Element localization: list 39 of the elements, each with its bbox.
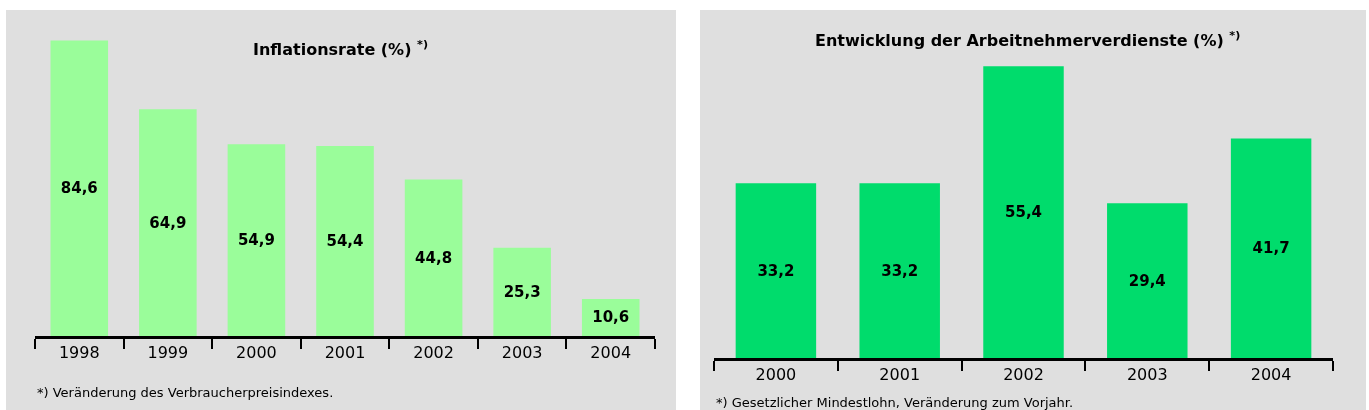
bar	[735, 183, 817, 358]
x-tick-label: 2004	[1250, 365, 1292, 385]
bar	[983, 66, 1064, 358]
data-label: 44,8	[415, 248, 453, 267]
bar	[139, 109, 197, 336]
data-label: 25,3	[503, 282, 541, 301]
x-tick-label: 2000	[236, 343, 277, 363]
x-tick-label: 2001	[324, 343, 366, 363]
x-tick-label: 2003	[1126, 365, 1168, 385]
data-label: 33,2	[881, 261, 919, 280]
x-tick-label: 2002	[1003, 365, 1044, 385]
data-label: 64,9	[149, 213, 187, 232]
chart-title: Inflationsrate (%) $^{*)}$	[253, 38, 428, 59]
data-label: 33,2	[757, 261, 795, 280]
bar	[316, 146, 374, 336]
data-label: 10,6	[592, 308, 630, 327]
bar	[404, 179, 463, 336]
bar	[1107, 203, 1188, 358]
text: *) Gesetzlicher Mindestlohn, Veränderung zum Vorjahr.	[716, 395, 1074, 410]
data-label: 54,4	[326, 232, 364, 251]
x-tick-label: 2003	[501, 343, 543, 363]
x-tick-label: 2004	[590, 343, 632, 363]
data-label: 29,4	[1128, 271, 1166, 290]
text: *) Veränderung des Verbraucherpreisindexes.	[37, 385, 334, 400]
x-tick-label: 2002	[413, 343, 454, 363]
bar	[493, 247, 551, 336]
data-label: 54,9	[237, 231, 275, 250]
bar	[50, 40, 109, 336]
x-tick-label: 1999	[147, 343, 189, 363]
bar	[1230, 138, 1312, 358]
x-tick-label: 2001	[879, 365, 921, 385]
x-tick-label: 2000	[755, 365, 797, 385]
bar	[227, 144, 286, 336]
x-tick-label: 1998	[58, 343, 100, 363]
bar	[859, 183, 940, 358]
data-label: 55,4	[1005, 203, 1043, 222]
data-label: 84,6	[60, 179, 98, 198]
chart-title: Entwicklung der Arbeitnehmerverdienste (%) $^{*)}$	[815, 29, 1241, 50]
data-label: 41,7	[1252, 239, 1290, 258]
